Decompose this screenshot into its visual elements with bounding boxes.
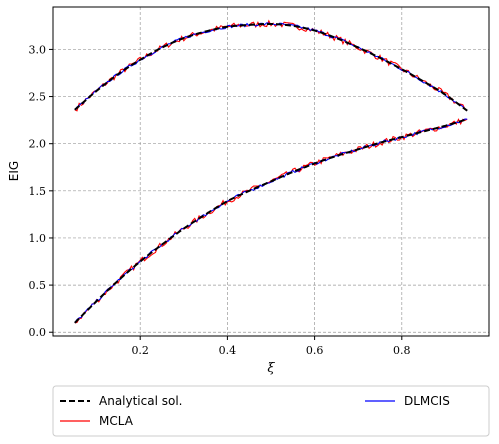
series-lines (74, 19, 468, 324)
x-axis-ticks: 0.2 0.4 0.6 0.8 (131, 336, 411, 357)
y-tick-label: 1.5 (29, 185, 47, 198)
plot-area (53, 7, 489, 336)
legend-label-analytical: Analytical sol. (99, 394, 182, 408)
y-tick-label: 2.0 (29, 138, 47, 151)
y-tick-label: 0.0 (29, 326, 47, 339)
legend-label-dlmcis: DLMCIS (404, 394, 450, 408)
y-tick-label: 1.0 (29, 232, 47, 245)
x-tick-label: 0.2 (131, 344, 149, 357)
x-axis-title: ξ (267, 361, 275, 376)
y-tick-label: 3.0 (29, 43, 47, 56)
y-tick-label: 2.5 (29, 91, 47, 104)
plot-frame (52, 6, 490, 337)
y-axis-title: EIG (7, 161, 21, 181)
legend-label-mcla: MCLA (99, 414, 134, 428)
legend-box (52, 385, 490, 437)
x-tick-label: 0.6 (306, 344, 324, 357)
x-tick-label: 0.8 (393, 344, 411, 357)
series-line-analytical-sol-upper (74, 22, 468, 112)
y-tick-label: 0.5 (29, 279, 47, 292)
series-line-analytical-sol-lower (74, 118, 468, 324)
y-axis-ticks: 0.0 0.5 1.0 1.5 2.0 2.5 3.0 (29, 43, 53, 339)
x-tick-label: 0.4 (219, 344, 237, 357)
legend: Analytical sol. MCLA DLMCIS (52, 385, 490, 437)
grid (53, 7, 489, 336)
